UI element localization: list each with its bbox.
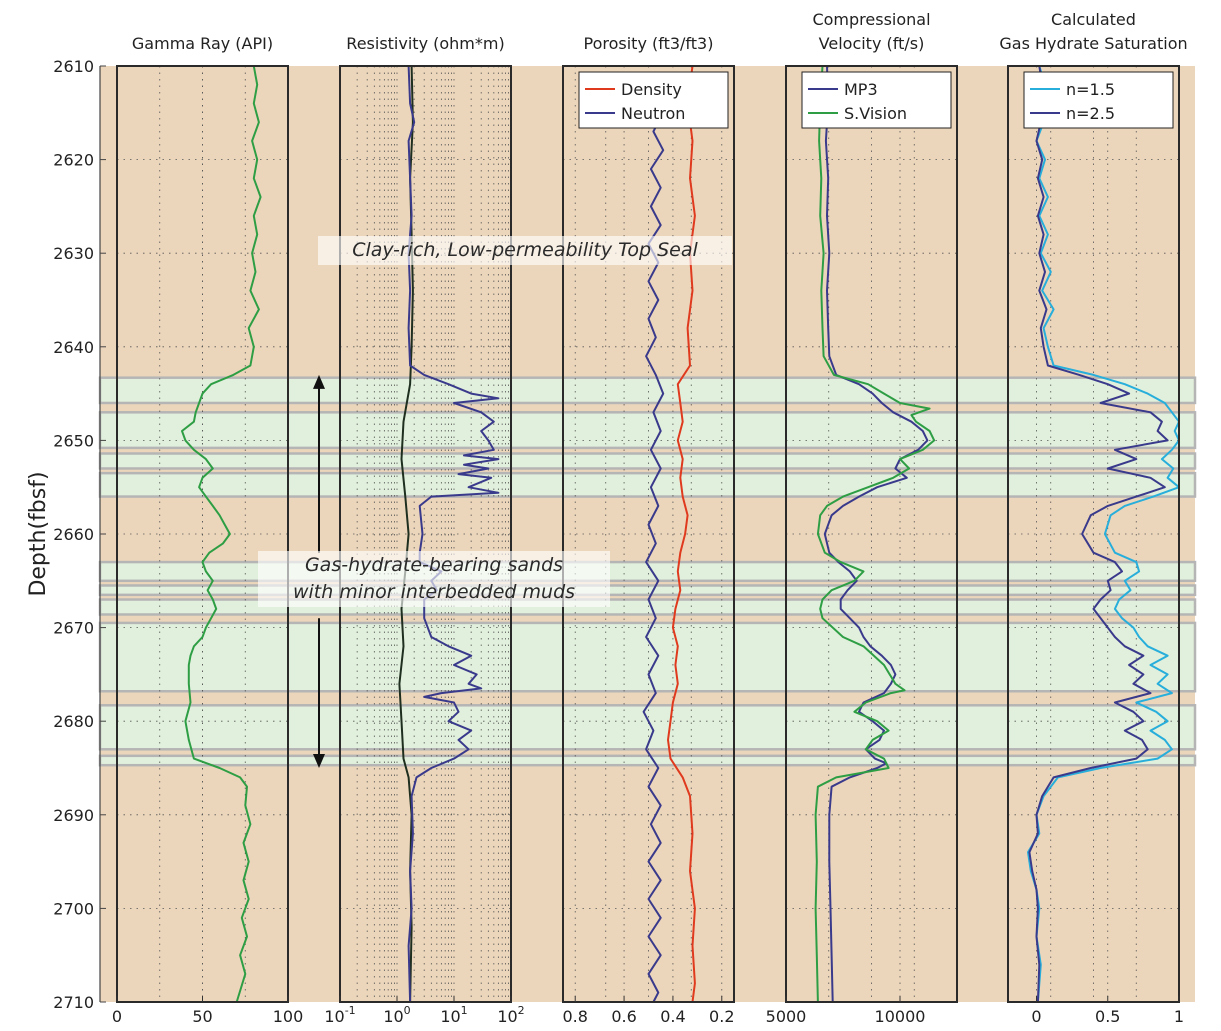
y-tick-label: 2620 [53,151,94,170]
y-axis-label: Depth(fbsf) [26,471,51,596]
track-frame [339,65,512,1003]
x-tick-label: 102 [497,1004,524,1026]
y-tick-label: 2680 [53,712,94,731]
x-tick-label: 10000 [875,1007,926,1026]
legend-label: Neutron [621,104,685,123]
y-tick-label: 2630 [53,244,94,263]
track-frame [1007,65,1180,1003]
x-tick-label: 100 [273,1007,304,1026]
legend-box [1023,71,1174,129]
legend-label: S.Vision [844,104,907,123]
series-line-saturation-n-2-5 [1028,65,1169,1003]
track-frame [562,65,735,1003]
y-tick-label: 2700 [53,899,94,918]
x-tick-label: 0 [1031,1007,1041,1026]
hydrate-sand-band [98,452,1197,470]
annotation-top-seal-text: Clay-rich, Low-permeability Top Seal [352,239,698,261]
track-title: Gamma Ray (API) [132,34,273,53]
series-line-velocity-s-vision [814,65,936,1003]
y-tick-label: 2650 [53,431,94,450]
annotation-hydrate-sands-line2: with minor interbedded muds [292,581,576,603]
y-tick-label: 2670 [53,619,94,638]
track-title: Gas Hydrate Saturation [999,34,1187,53]
x-tick-label: 5000 [766,1007,807,1026]
annotation-arrow-head [313,754,325,768]
series-line-porosity-density [667,65,696,1003]
hydrate-sand-band [98,376,1197,405]
hydrate-sand-band [98,471,1197,498]
y-tick-label: 2660 [53,525,94,544]
x-tick-label: 0.4 [660,1007,685,1026]
x-tick-label: 0.5 [1095,1007,1120,1026]
track-title: Calculated [1051,10,1136,29]
hydrate-sand-band [98,411,1197,450]
x-tick-label: 1 [1174,1007,1184,1026]
legend-box [801,71,952,129]
legend-label: n=1.5 [1066,80,1115,99]
track-frame [785,65,958,1003]
annotation-arrow-head [313,374,325,389]
series-line-gamma-0 [181,65,262,1003]
legend-label: MP3 [844,80,878,99]
x-tick-label: 0.2 [709,1007,734,1026]
x-tick-label: 101 [440,1004,467,1026]
y-tick-label: 2710 [53,993,94,1012]
annotation-hydrate-sands: Gas-hydrate-bearing sands with minor int… [258,551,610,607]
y-tick-label: 2640 [53,338,94,357]
x-tick-label: 50 [192,1007,212,1026]
legend-box [578,71,729,129]
track-title: Resistivity (ohm*m) [346,34,504,53]
x-tick-label: 0 [112,1007,122,1026]
annotation-hydrate-sands-line1: Gas-hydrate-bearing sands [304,554,564,576]
y-tick-label: 2610 [53,57,94,76]
y-tick-label: 2690 [53,806,94,825]
track-title: Porosity (ft3/ft3) [584,34,714,53]
x-tick-label: 10-1 [324,1004,355,1026]
series-line-resistivity-1 [407,65,500,1003]
legend-label: n=2.5 [1066,104,1115,123]
series-line-porosity-neutron [642,74,667,1003]
legend-label: Density [621,80,682,99]
annotation-top-seal: Clay-rich, Low-permeability Top Seal [318,236,732,265]
x-tick-label: 0.6 [611,1007,636,1026]
hydrate-sand-band [98,754,1197,767]
x-tick-label: 0.8 [562,1007,587,1026]
track-title: Compressional [812,10,930,29]
series-line-saturation-n-1-5 [1027,65,1180,1003]
x-tick-label: 100 [383,1004,410,1026]
track-title: Velocity (ft/s) [819,34,925,53]
hydrate-sand-band [98,704,1197,751]
